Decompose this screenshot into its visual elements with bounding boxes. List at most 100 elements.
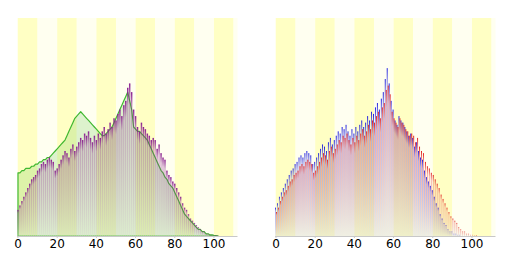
bar xyxy=(448,212,450,236)
background-band xyxy=(452,18,472,236)
bar xyxy=(379,118,381,236)
bar xyxy=(329,138,331,236)
bar xyxy=(145,129,146,236)
bar xyxy=(109,123,110,236)
bar xyxy=(98,134,99,236)
bar xyxy=(369,120,371,236)
bar xyxy=(53,162,54,236)
bar xyxy=(378,110,380,236)
bar xyxy=(438,188,440,236)
bar xyxy=(450,216,452,236)
bar xyxy=(96,140,97,236)
bar xyxy=(311,164,313,236)
bar xyxy=(388,83,390,236)
x-tick-label: 100 xyxy=(203,237,226,251)
bar xyxy=(78,142,79,236)
bar xyxy=(188,214,189,236)
bar xyxy=(115,120,116,236)
bar xyxy=(358,140,360,236)
bar xyxy=(186,210,187,236)
chart-1: 020406080100 xyxy=(272,18,495,251)
bar xyxy=(318,153,320,236)
bar xyxy=(209,235,210,236)
bar xyxy=(276,203,278,236)
bar xyxy=(466,234,468,236)
bar xyxy=(345,125,347,236)
bar xyxy=(306,151,308,236)
bar xyxy=(51,160,52,236)
bar xyxy=(359,125,361,236)
bar xyxy=(27,188,28,236)
bar xyxy=(102,131,103,236)
bar xyxy=(324,147,326,236)
bar xyxy=(343,129,345,236)
bar xyxy=(39,168,40,236)
bar xyxy=(192,221,193,236)
bar xyxy=(133,110,134,236)
bar xyxy=(119,110,120,236)
bar xyxy=(422,153,424,236)
bar xyxy=(324,155,326,236)
bar xyxy=(287,186,289,236)
bar xyxy=(310,155,312,236)
bar xyxy=(368,125,370,236)
background-band xyxy=(433,18,453,236)
bar xyxy=(300,155,302,236)
bar xyxy=(92,142,93,236)
bar xyxy=(160,153,161,236)
bar xyxy=(207,234,208,236)
bar xyxy=(471,235,473,236)
bar xyxy=(454,221,456,236)
bar xyxy=(76,147,77,236)
bar xyxy=(60,160,61,236)
bar xyxy=(82,140,83,236)
bar xyxy=(296,162,298,236)
bar xyxy=(152,138,153,236)
bar xyxy=(17,210,18,236)
bar xyxy=(200,229,201,236)
bar xyxy=(328,151,330,236)
bar xyxy=(357,131,359,236)
x-tick-label: 20 xyxy=(50,237,65,251)
bar xyxy=(35,175,36,236)
bar xyxy=(283,192,285,236)
bar xyxy=(387,86,389,236)
bar xyxy=(319,162,321,236)
plot-area xyxy=(17,83,218,236)
bar xyxy=(342,136,344,236)
background-band xyxy=(296,18,316,236)
bar xyxy=(362,129,364,236)
bar xyxy=(305,162,307,236)
bar xyxy=(363,127,365,236)
bar xyxy=(373,114,375,236)
bar xyxy=(19,205,20,236)
bar xyxy=(391,112,393,236)
bar xyxy=(127,88,128,236)
bar xyxy=(33,177,34,236)
bar xyxy=(320,149,322,236)
bar xyxy=(346,134,348,236)
bar xyxy=(325,151,327,236)
bar xyxy=(176,188,177,236)
bar xyxy=(184,208,185,236)
bar xyxy=(299,166,301,236)
bar xyxy=(291,179,293,236)
bar xyxy=(367,116,369,236)
bar xyxy=(321,158,323,236)
bar xyxy=(121,116,122,236)
bar xyxy=(456,223,458,236)
x-tick-label: 60 xyxy=(386,237,401,251)
chart-0: 020406080100 xyxy=(14,18,237,251)
bar xyxy=(430,173,432,236)
background-band xyxy=(394,18,414,236)
bar xyxy=(348,140,350,236)
bar xyxy=(393,118,395,236)
bar xyxy=(194,223,195,236)
bar xyxy=(338,140,340,236)
bar xyxy=(288,175,290,236)
bar xyxy=(284,184,286,236)
bar xyxy=(331,144,333,236)
bar xyxy=(196,225,197,236)
x-tick-label: 40 xyxy=(347,237,362,251)
bar xyxy=(308,153,310,236)
